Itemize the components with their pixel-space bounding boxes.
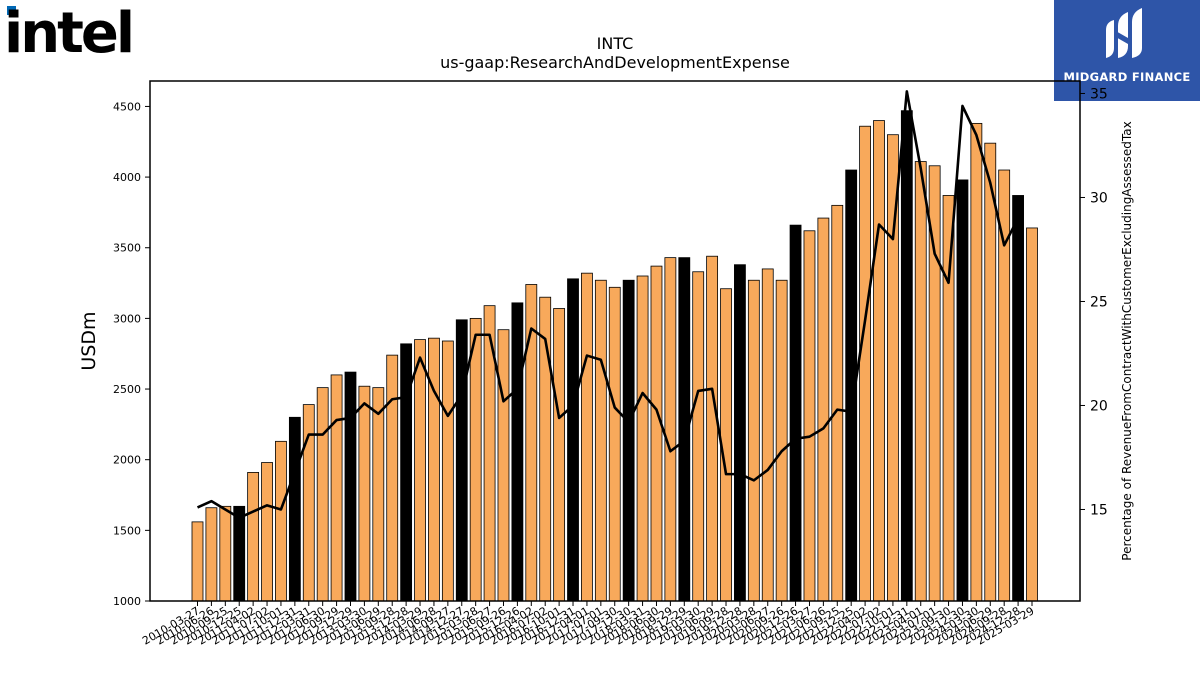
x-axis: 2010-03-272010-06-262010-09-252010-12-25… [140, 601, 1037, 648]
bar [511, 302, 524, 602]
bar [956, 179, 969, 602]
percent-line-series [196, 90, 1020, 520]
bar [636, 275, 649, 602]
midgard-mark-icon [1106, 8, 1142, 58]
bar [414, 339, 426, 602]
bar [469, 317, 482, 602]
y2-tick-label: 30 [1090, 190, 1108, 206]
y-tick-label: 1000 [113, 595, 141, 608]
bar [358, 385, 371, 602]
bar [330, 374, 343, 602]
y-axis-label: USDm [78, 311, 100, 370]
bar [594, 279, 607, 602]
bar [344, 371, 357, 602]
bar [831, 204, 844, 602]
intel-logo: intel [4, 1, 134, 60]
bar [873, 120, 885, 602]
bar [275, 440, 287, 602]
bar [1012, 195, 1024, 602]
y2-tick-label: 20 [1090, 398, 1108, 414]
bar [1026, 227, 1038, 602]
bar [567, 278, 579, 602]
bar [261, 462, 273, 602]
y-tick-label: 4500 [113, 100, 141, 113]
bar [386, 354, 399, 602]
midgard-finance-logo: MIDGARD FINANCE [1054, 0, 1200, 101]
bar [734, 264, 746, 602]
bar [581, 272, 593, 602]
bar [984, 142, 997, 602]
chart-subtitle: us-gaap:ResearchAndDevelopmentExpense [440, 53, 790, 72]
y2-axis-label: Percentage of RevenueFromContractWithCus… [1120, 121, 1134, 560]
bar [775, 279, 788, 602]
bar [553, 308, 566, 602]
bar [942, 195, 955, 602]
y-tick-label: 4000 [113, 171, 141, 184]
bar [970, 122, 983, 602]
bar [747, 279, 760, 602]
intel-logo-text: intel [4, 1, 132, 60]
bar [219, 505, 232, 602]
bar [205, 507, 218, 602]
bar [859, 125, 871, 602]
bar [761, 268, 774, 602]
percent-line [196, 90, 1020, 520]
bar [817, 217, 830, 602]
y2-tick-label: 35 [1090, 86, 1108, 102]
bar [998, 169, 1011, 602]
bar [664, 257, 677, 602]
y2-tick-label: 15 [1090, 502, 1108, 518]
bar [497, 329, 510, 602]
bar [914, 161, 927, 602]
bar [191, 521, 204, 602]
bar [316, 387, 329, 602]
bar [608, 286, 621, 602]
chart-title: INTC [597, 34, 634, 53]
bar [247, 472, 260, 602]
bar [441, 340, 454, 602]
intel-logo-accent [7, 6, 16, 15]
bar [233, 505, 246, 602]
bar [706, 255, 719, 602]
bar [900, 110, 913, 602]
y-tick-label: 2000 [113, 454, 141, 467]
bar [650, 265, 663, 602]
bar [428, 337, 440, 602]
y-tick-label: 1500 [113, 524, 141, 537]
bar [803, 230, 816, 602]
bar [455, 319, 468, 602]
y-tick-label: 3500 [113, 242, 141, 255]
bar [789, 224, 802, 602]
y-axis-left: 1000 1500 2000 2500 3000 3500 4000 4500 [113, 100, 150, 608]
y-tick-label: 3000 [113, 312, 141, 325]
bar [622, 279, 635, 602]
y-tick-label: 2500 [113, 383, 141, 396]
bar [288, 416, 301, 602]
y2-tick-label: 25 [1090, 294, 1108, 310]
bar [372, 387, 385, 602]
midgard-brand-text: MIDGARD FINANCE [1063, 70, 1191, 84]
bar-series [191, 110, 1038, 602]
y-axis-right: 15 20 25 30 35 [1080, 86, 1108, 518]
bar [692, 271, 705, 602]
